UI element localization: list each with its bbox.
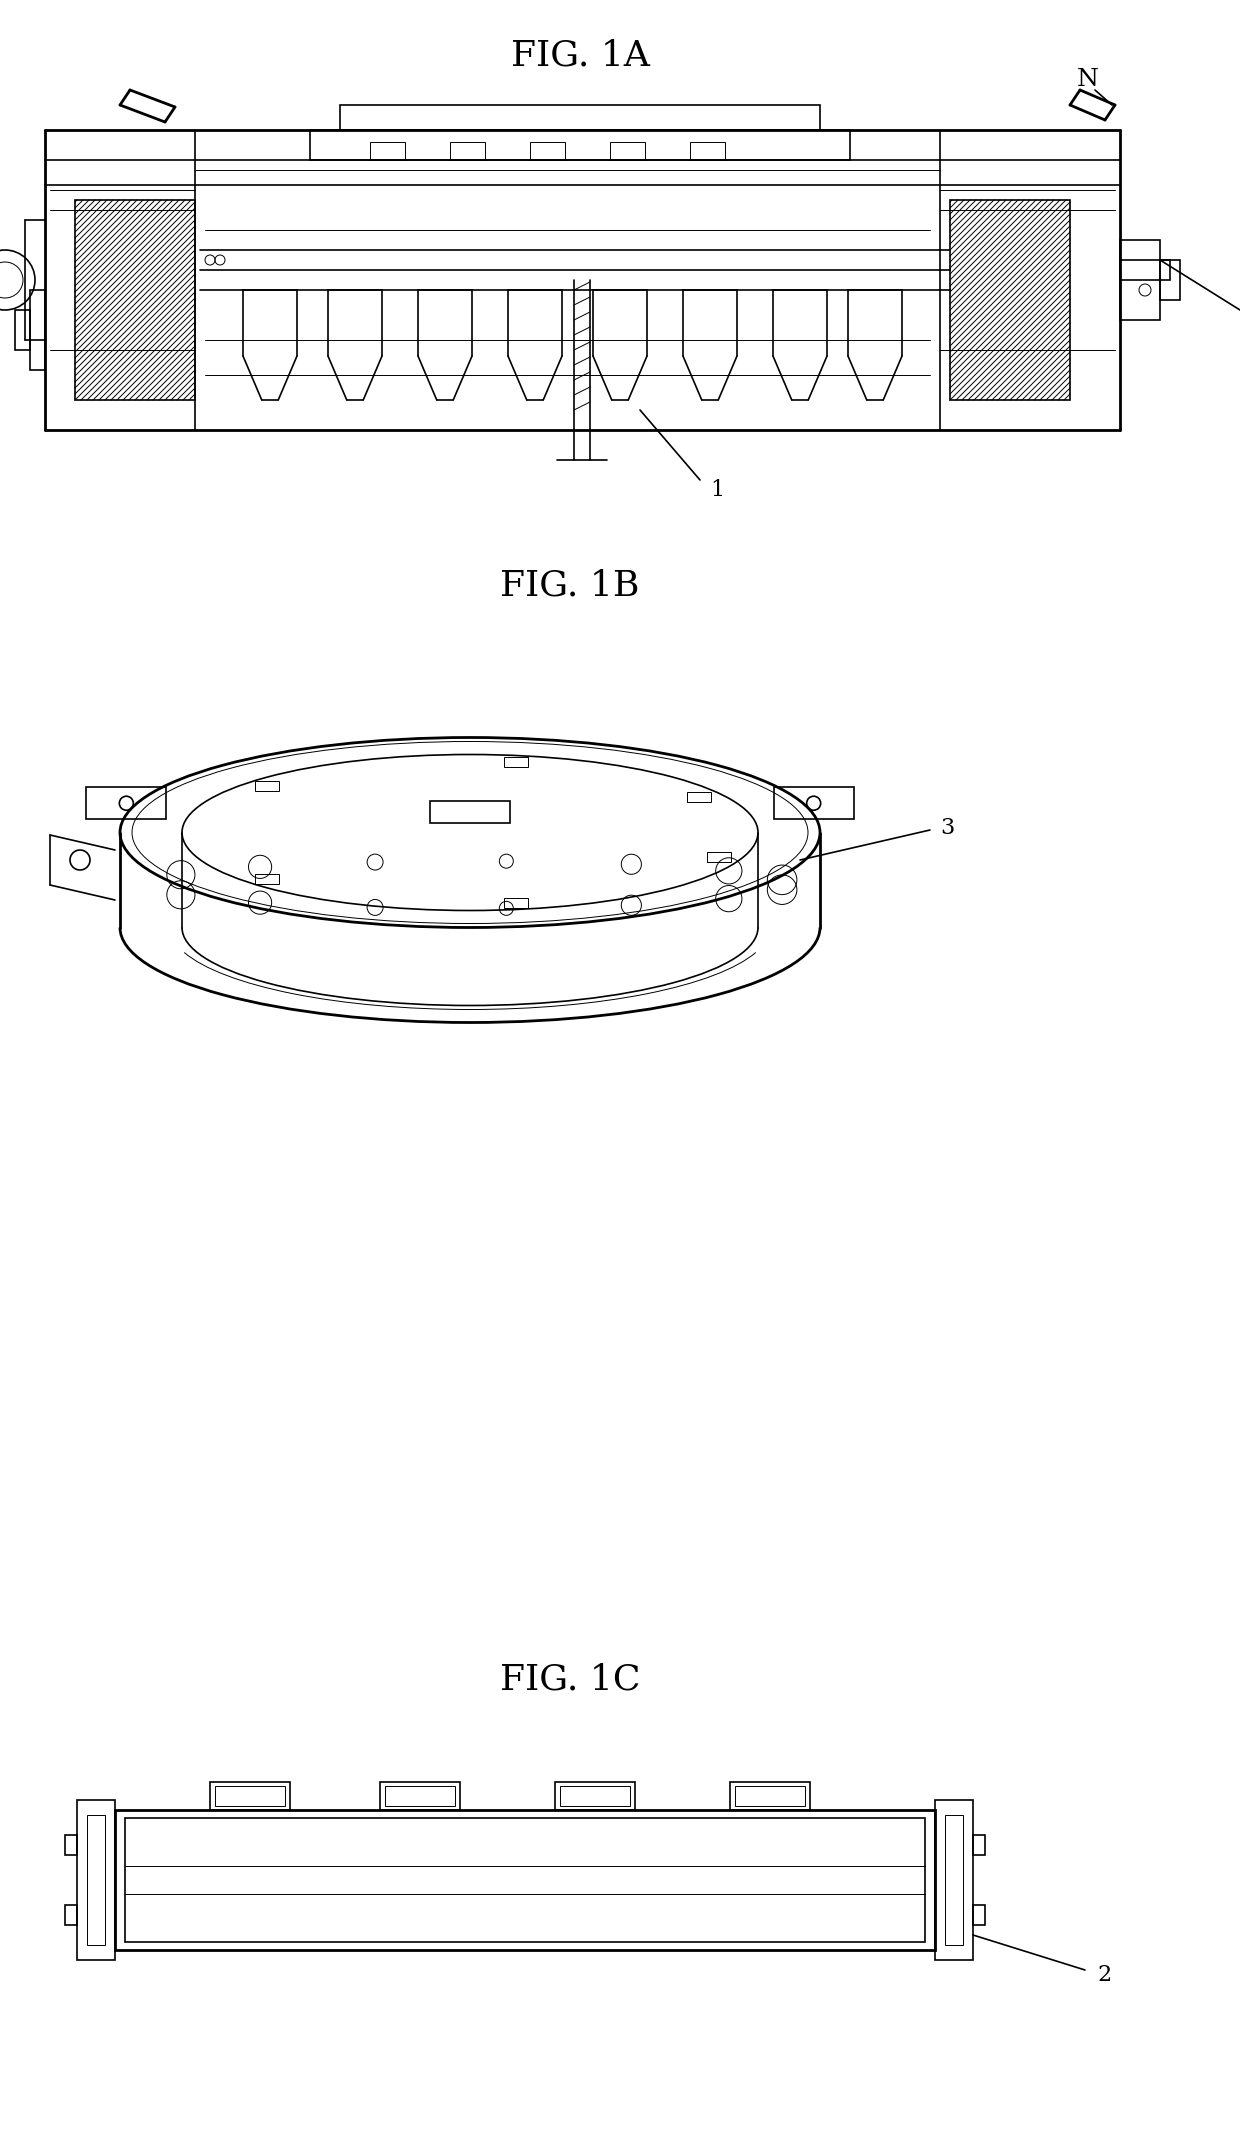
Bar [370, 143, 405, 160]
Bar [1120, 241, 1159, 320]
Bar [340, 104, 820, 130]
Bar [310, 130, 849, 160]
Text: 1: 1 [711, 479, 724, 501]
Bar [115, 1810, 935, 1949]
Bar [77, 1800, 115, 1960]
Bar [503, 756, 528, 767]
Bar [610, 143, 645, 160]
Text: FIG. 1A: FIG. 1A [511, 38, 650, 72]
Text: FIG. 1B: FIG. 1B [500, 569, 640, 603]
Bar [503, 899, 528, 907]
Bar [15, 311, 30, 349]
Bar [87, 1815, 105, 1945]
Bar [560, 1785, 630, 1806]
Bar [255, 782, 279, 792]
Bar [935, 1800, 973, 1960]
Bar [529, 143, 565, 160]
Bar [1120, 260, 1171, 279]
Bar [64, 1904, 77, 1926]
Bar [687, 792, 712, 801]
Bar [735, 1785, 805, 1806]
Bar [774, 788, 853, 820]
Bar [945, 1815, 963, 1945]
Bar [950, 200, 1070, 400]
Bar [64, 1836, 77, 1855]
Bar [87, 788, 166, 820]
Bar [379, 1783, 460, 1810]
Text: FIG. 1C: FIG. 1C [500, 1664, 640, 1698]
Bar [210, 1783, 290, 1810]
Bar [430, 801, 510, 822]
Bar [973, 1836, 985, 1855]
Bar [215, 1785, 285, 1806]
Bar [973, 1904, 985, 1926]
Bar [384, 1785, 455, 1806]
Bar [450, 143, 485, 160]
Bar [689, 143, 725, 160]
Text: 2: 2 [1097, 1964, 1111, 1985]
Bar [30, 290, 45, 371]
Bar [1159, 260, 1180, 300]
Text: N: N [1078, 68, 1099, 92]
Bar [74, 200, 195, 400]
Bar [255, 873, 279, 884]
Text: 3: 3 [940, 818, 955, 839]
Bar [707, 852, 732, 863]
Bar [730, 1783, 810, 1810]
Bar [125, 1819, 925, 1943]
Bar [556, 1783, 635, 1810]
